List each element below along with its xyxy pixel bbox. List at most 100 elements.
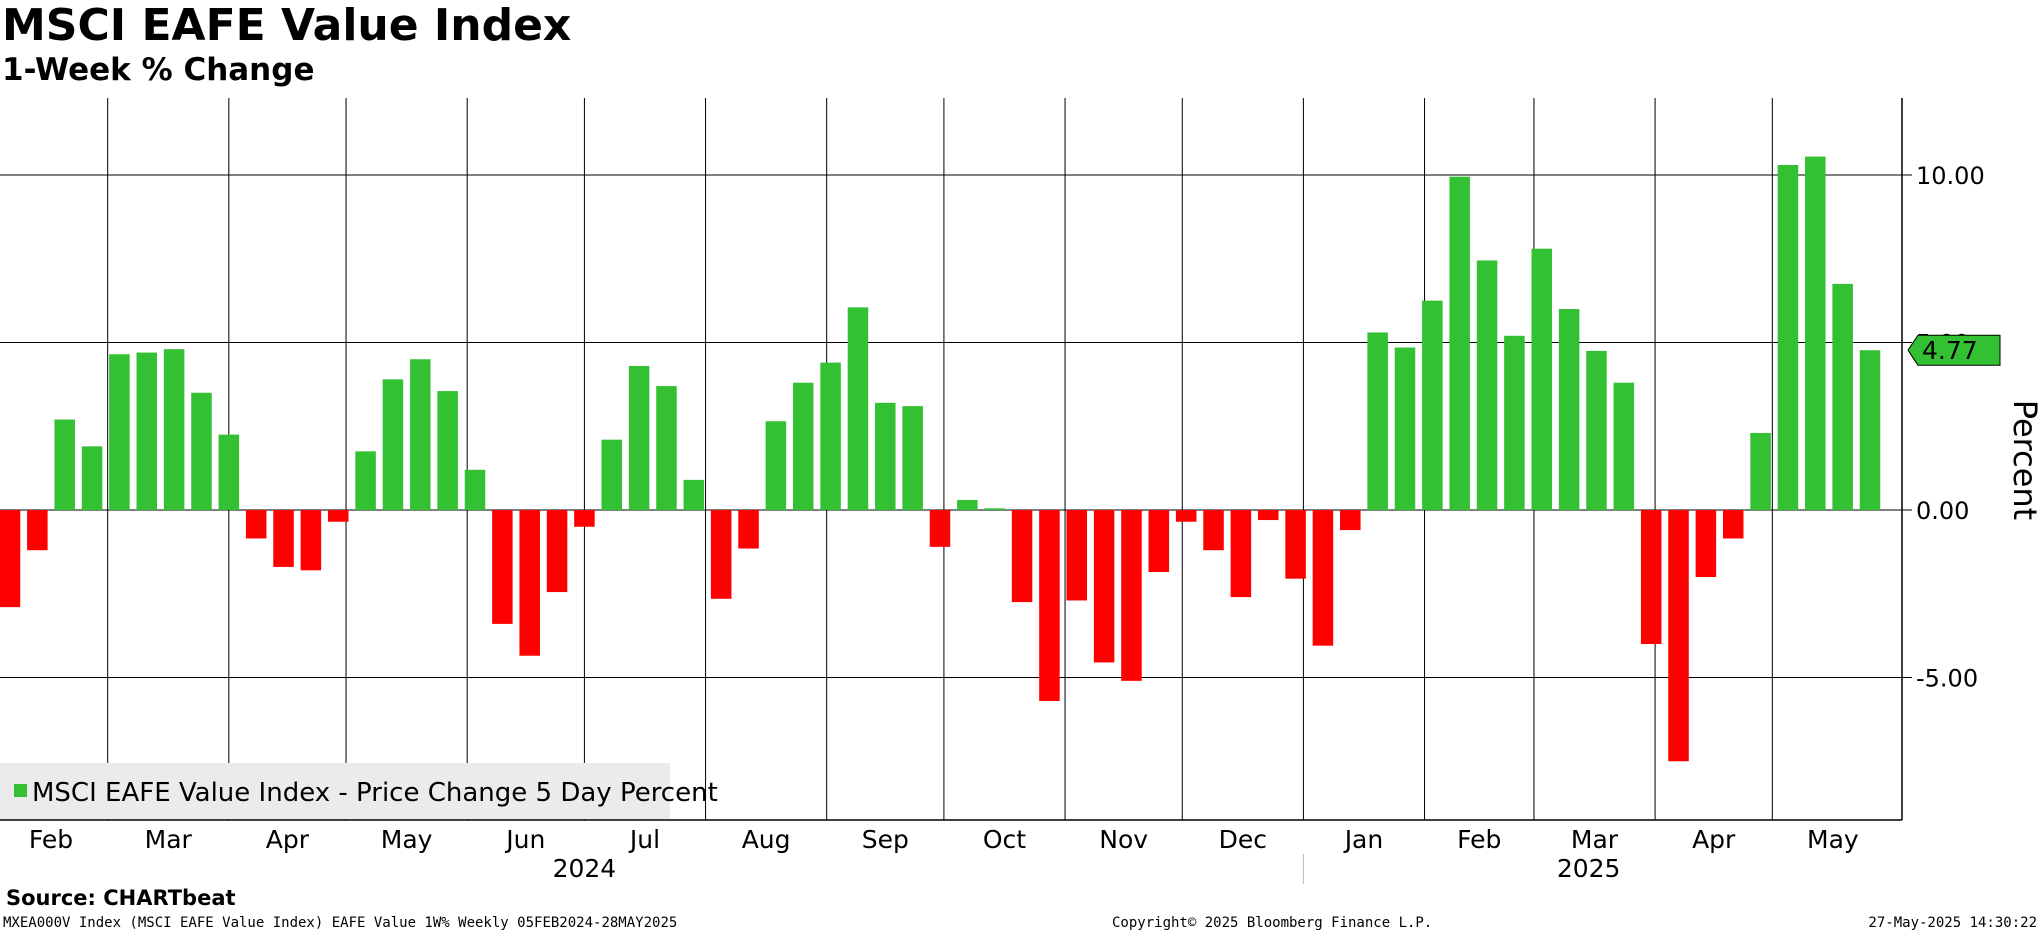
bar xyxy=(0,510,21,608)
legend: MSCI EAFE Value Index - Price Change 5 D… xyxy=(0,763,718,819)
bar xyxy=(1832,283,1853,510)
y-axis-title: Percent xyxy=(2006,400,2041,520)
bar xyxy=(327,510,349,522)
x-tick-label: Sep xyxy=(862,825,909,854)
bar xyxy=(355,451,376,510)
axes: Feb Mar Apr May Jun Jul Aug Sep Oct Nov Dec Jan Feb M… xyxy=(0,98,1985,884)
footer-copyright: Copyright© 2025 Bloomberg Finance L.P. xyxy=(1112,915,1433,931)
bar xyxy=(1750,432,1771,510)
bar xyxy=(1230,510,1252,598)
bar xyxy=(1531,248,1553,510)
bar xyxy=(683,479,705,510)
x-tick-label: May xyxy=(381,825,433,854)
bar xyxy=(1312,510,1334,646)
bar xyxy=(1011,510,1033,603)
bar xyxy=(1285,510,1306,579)
bar xyxy=(519,510,540,656)
bar xyxy=(27,510,48,551)
bar xyxy=(738,510,759,549)
x-tick-label: Apr xyxy=(266,825,310,854)
bars xyxy=(0,156,1881,762)
bar xyxy=(984,508,1005,510)
last-value-label: 4.77 xyxy=(1922,336,1978,365)
x-tick-label: Feb xyxy=(29,825,73,854)
legend-label: MSCI EAFE Value Index - Price Change 5 D… xyxy=(32,778,718,808)
bar xyxy=(1422,300,1443,510)
x-tick-label: Nov xyxy=(1099,825,1148,854)
bar xyxy=(628,365,650,510)
bar xyxy=(792,382,814,510)
y-tick-label: -5.00 xyxy=(1916,665,1978,693)
x-tick-label: Dec xyxy=(1219,825,1267,854)
bar xyxy=(492,510,513,624)
year-label: 2025 xyxy=(1557,854,1621,883)
last-value-box xyxy=(1907,334,2001,366)
bar xyxy=(1504,335,1525,510)
bar xyxy=(1640,510,1662,644)
bar xyxy=(902,406,923,510)
bar xyxy=(710,510,732,599)
bar xyxy=(163,349,185,510)
bar xyxy=(1394,347,1416,510)
x-tick-label: Aug xyxy=(742,825,791,854)
bar xyxy=(1121,510,1142,681)
last-value-marker: 4.77 xyxy=(1907,334,2001,366)
source-label: Source: CHARTbeat xyxy=(6,886,236,910)
chart-subtitle: 1-Week % Change xyxy=(2,52,315,88)
bar xyxy=(410,359,431,510)
bar xyxy=(820,362,841,510)
bar xyxy=(54,419,75,510)
x-tick-label: Oct xyxy=(983,825,1026,854)
bar xyxy=(847,307,869,510)
x-tick-label: May xyxy=(1807,825,1859,854)
bar xyxy=(1257,510,1279,521)
year-label: 2024 xyxy=(553,854,617,883)
bar xyxy=(382,379,404,510)
bar xyxy=(1722,510,1744,539)
legend-marker xyxy=(14,784,27,797)
bar xyxy=(1476,260,1498,510)
bar xyxy=(218,434,240,510)
bar xyxy=(1668,510,1689,762)
bar xyxy=(245,510,267,539)
bar xyxy=(1093,510,1115,663)
chart-title: MSCI EAFE Value Index xyxy=(2,0,572,51)
bar xyxy=(81,446,103,510)
bar xyxy=(464,469,486,510)
bar xyxy=(1066,510,1088,601)
footer-ticker-info: MXEA000V Index (MSCI EAFE Value Index) E… xyxy=(3,915,678,931)
bar xyxy=(300,510,322,571)
x-tick-label: Jun xyxy=(504,825,545,854)
y-tick-label: 0.00 xyxy=(1916,497,1969,525)
bar xyxy=(1203,510,1224,551)
legend-background xyxy=(0,763,670,819)
bar xyxy=(574,510,595,527)
bar xyxy=(601,439,623,510)
footer-timestamp: 27-May-2025 14:30:22 xyxy=(1868,915,2037,931)
bar xyxy=(1859,350,1881,510)
bar xyxy=(765,421,787,510)
bar xyxy=(1613,382,1635,510)
y-tick-label: 10.00 xyxy=(1916,162,1985,190)
bar xyxy=(1777,164,1799,510)
bar xyxy=(1340,510,1361,531)
x-tick-label: Jul xyxy=(628,825,660,854)
bar xyxy=(957,499,978,510)
bar xyxy=(1175,510,1197,522)
bar xyxy=(1558,309,1580,510)
bar xyxy=(929,510,951,547)
bar xyxy=(437,391,458,510)
bar xyxy=(656,386,677,510)
bar xyxy=(1148,510,1170,572)
bar xyxy=(1805,156,1826,510)
bar xyxy=(109,354,130,510)
x-tick-label: Jan xyxy=(1343,825,1384,854)
bar xyxy=(1449,176,1470,511)
bar xyxy=(136,352,158,510)
bar xyxy=(273,510,294,567)
bar xyxy=(191,392,212,510)
bar xyxy=(1586,350,1607,510)
x-tick-label: Mar xyxy=(145,825,193,854)
bar xyxy=(1367,332,1388,510)
